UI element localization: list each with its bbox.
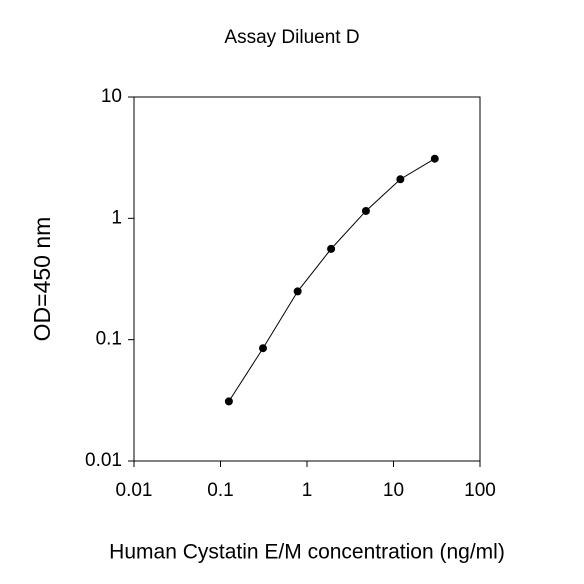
point xyxy=(361,206,370,215)
x-tick-label: 10 xyxy=(383,480,404,501)
line xyxy=(228,158,436,402)
point xyxy=(293,287,302,296)
y-tick-label: 0.01 xyxy=(85,450,122,471)
y-tick-label: 0.1 xyxy=(96,329,122,350)
y-tick-label: 1 xyxy=(111,207,122,228)
x-tick-label: 0.01 xyxy=(116,480,153,501)
point xyxy=(327,244,336,253)
point xyxy=(396,175,405,184)
point xyxy=(224,397,233,406)
x-tick-label: 0.1 xyxy=(207,480,233,501)
y-axis-label: OD=450 nm xyxy=(29,217,55,342)
x-tick-label: 1 xyxy=(302,480,313,501)
x-axis-label: Human Cystatin E/M concentration (ng/ml) xyxy=(109,541,505,564)
point xyxy=(259,344,268,353)
x-tick-label: 100 xyxy=(464,480,496,501)
y-tick-label: 10 xyxy=(101,86,122,107)
point xyxy=(430,154,439,163)
chart-title: Assay Diluent D xyxy=(224,27,359,48)
